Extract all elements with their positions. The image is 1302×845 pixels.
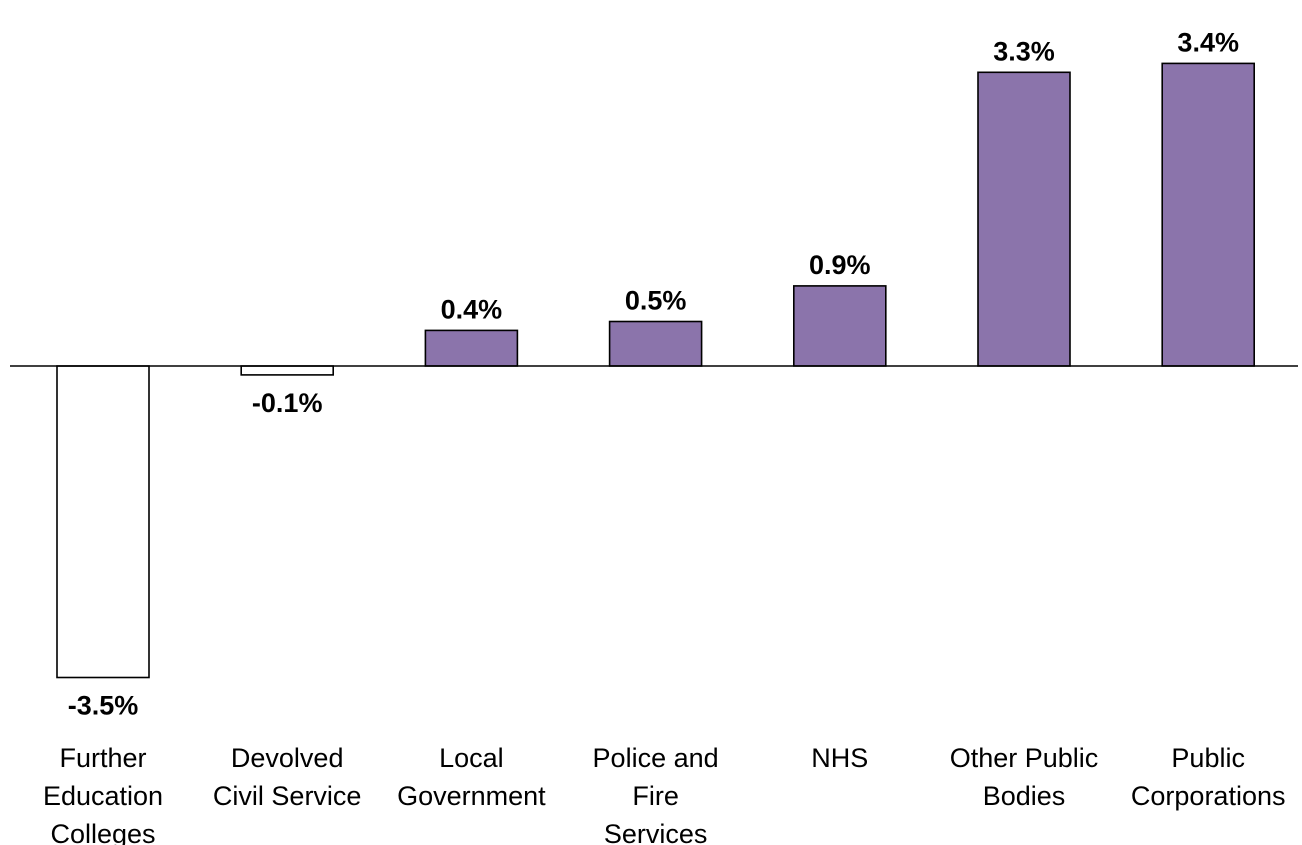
data-labels-group: -3.5% -0.1% 0.4% 0.5% 0.9% 3.3% 3.4% xyxy=(68,27,1239,720)
category-label-police-and-fire-services: Police and Fire Services xyxy=(593,743,719,845)
bar-nhs xyxy=(792,285,887,367)
bar-public-corporations xyxy=(1161,62,1255,367)
data-label-further-education-colleges: -3.5% xyxy=(68,691,139,721)
category-label-public-corporations: Public Corporations xyxy=(1131,743,1286,811)
category-label-further-education-colleges: Further Education Colleges xyxy=(43,743,163,845)
category-labels-group: Further Education Colleges Devolved Civil Se… xyxy=(43,743,1286,845)
bars-group xyxy=(56,62,1255,679)
category-label-devolved-civil-service: Devolved Civil Service xyxy=(213,743,362,811)
data-label-devolved-civil-service: -0.1% xyxy=(252,388,323,418)
bar-further-education-colleges xyxy=(56,365,150,679)
data-label-local-government: 0.4% xyxy=(441,294,503,324)
data-label-other-public-bodies: 3.3% xyxy=(993,36,1055,66)
bar-other-public-bodies xyxy=(977,71,1071,367)
bar-police-and-fire-services xyxy=(608,320,703,367)
data-label-nhs: 0.9% xyxy=(809,250,871,280)
category-label-local-government: Local Government xyxy=(397,743,546,811)
data-label-police-and-fire-services: 0.5% xyxy=(625,286,687,316)
bar-local-government xyxy=(424,329,519,367)
category-label-nhs: NHS xyxy=(811,743,868,773)
bar-devolved-civil-service xyxy=(240,365,334,376)
data-label-public-corporations: 3.4% xyxy=(1177,27,1239,57)
category-label-other-public-bodies: Other Public Bodies xyxy=(950,743,1099,811)
